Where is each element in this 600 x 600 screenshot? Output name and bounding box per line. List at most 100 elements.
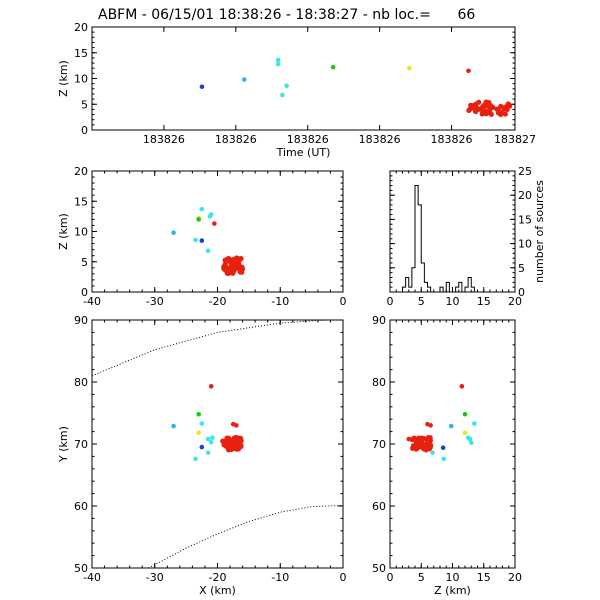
x-tick-label: -10 — [271, 571, 289, 584]
y-tick-label: 10 — [518, 238, 532, 251]
x-tick-label: -20 — [209, 295, 227, 308]
source-point — [428, 423, 433, 428]
x-z-panel: -40 -30 -20 -10 0 0 5 10 15 20 Z (km) — [57, 165, 347, 308]
x-tick-label: 5 — [418, 295, 425, 308]
source-point — [230, 440, 236, 446]
source-point — [330, 64, 336, 70]
time-height-frame — [91, 26, 516, 131]
y-tick-label: 90 — [372, 314, 386, 327]
x-tick-label: 20 — [508, 295, 522, 308]
source-point — [205, 436, 211, 442]
y-tick-label: 15 — [518, 213, 532, 226]
x-tick-label: 10 — [446, 295, 460, 308]
x-tick-label: 0 — [387, 571, 394, 584]
y-tick-label: 60 — [372, 500, 386, 513]
x-tick-label: -40 — [83, 571, 101, 584]
source-point — [231, 258, 237, 264]
x-tick-label: 183826 — [143, 133, 185, 146]
source-point — [196, 217, 201, 222]
source-point — [502, 111, 508, 117]
y-tick-label: 15 — [74, 195, 88, 208]
source-point — [473, 101, 479, 108]
source-point — [238, 256, 244, 262]
source-point — [459, 384, 465, 389]
source-point — [234, 423, 239, 428]
source-point — [199, 444, 205, 450]
z-y-x-axis-label: Z (km) — [434, 584, 471, 597]
x-tick-label: 15 — [477, 295, 491, 308]
x-tick-label: -30 — [146, 295, 164, 308]
y-tick-label: 25 — [518, 165, 532, 178]
chart-panels: 183826 183826 183826 183826 183826 183827 0 5 10… — [57, 21, 546, 597]
source-point — [228, 446, 235, 453]
source-point — [225, 267, 231, 273]
y-tick-label: 90 — [74, 314, 88, 327]
source-point — [233, 262, 239, 269]
source-point — [425, 435, 432, 441]
source-point — [484, 99, 490, 106]
y-tick-label: 0 — [81, 286, 88, 299]
x-tick-label: 183826 — [431, 133, 473, 146]
source-point — [441, 456, 447, 462]
y-tick-label: 10 — [74, 226, 88, 239]
source-point — [224, 435, 230, 441]
time-height-panel: 183826 183826 183826 183826 183826 183827 0 5 10… — [57, 21, 536, 159]
source-point — [498, 111, 504, 118]
range-ring — [148, 504, 343, 568]
source-point — [208, 384, 214, 389]
source-point — [230, 270, 236, 276]
source-point — [207, 214, 213, 219]
x-tick-label: 183826 — [287, 133, 329, 146]
x-y-x-axis-label: X (km) — [199, 584, 236, 597]
y-tick-label: 0 — [81, 124, 88, 137]
source-point — [223, 441, 229, 447]
histogram-steps — [390, 185, 515, 292]
source-point — [419, 440, 425, 446]
source-point — [275, 61, 281, 67]
y-tick-label: 15 — [74, 47, 88, 60]
source-point — [212, 221, 217, 226]
source-point — [462, 430, 468, 436]
x-z-frame — [91, 170, 344, 293]
source-point — [406, 436, 412, 442]
source-point — [284, 83, 289, 89]
x-y-panel: -40 -30 -20 -10 0 50 60 70 80 90 X (km) Y (km) — [57, 314, 347, 597]
source-point — [472, 107, 478, 113]
x-y-data — [92, 320, 343, 568]
source-point — [448, 423, 454, 429]
y-tick-label: 20 — [518, 189, 532, 202]
z-y-panel: 0 5 10 15 20 50 60 70 80 90 Z (km) — [372, 314, 522, 597]
x-tick-label: 0 — [387, 295, 394, 308]
y-tick-label: 20 — [74, 165, 88, 178]
time-height-x-axis-label: Time (UT) — [276, 146, 331, 159]
x-tick-label: 183827 — [494, 133, 536, 146]
source-point — [430, 450, 435, 455]
source-point — [210, 435, 215, 441]
x-tick-label: 183826 — [359, 133, 401, 146]
source-point — [239, 269, 245, 275]
source-point — [487, 110, 493, 116]
source-point — [467, 106, 473, 112]
time-height-y-axis-label: Z (km) — [57, 60, 70, 97]
source-point — [171, 423, 176, 429]
y-tick-label: 0 — [518, 286, 525, 299]
source-point — [495, 106, 501, 112]
x-tick-label: 183826 — [215, 133, 257, 146]
x-tick-label: -10 — [271, 295, 289, 308]
source-point — [480, 104, 486, 110]
source-point — [487, 106, 493, 112]
source-point — [234, 444, 240, 450]
source-point — [462, 411, 468, 417]
y-tick-label: 5 — [81, 256, 88, 269]
source-point — [199, 421, 205, 426]
x-tick-label: 0 — [340, 295, 347, 308]
x-tick-label: -40 — [83, 295, 101, 308]
y-tick-label: 20 — [74, 21, 88, 34]
histogram-y-axis-label: number of sources — [533, 180, 546, 283]
source-point — [440, 445, 446, 451]
source-point — [196, 430, 201, 436]
y-tick-label: 60 — [74, 500, 88, 513]
source-point — [466, 68, 471, 74]
source-point — [224, 256, 230, 262]
